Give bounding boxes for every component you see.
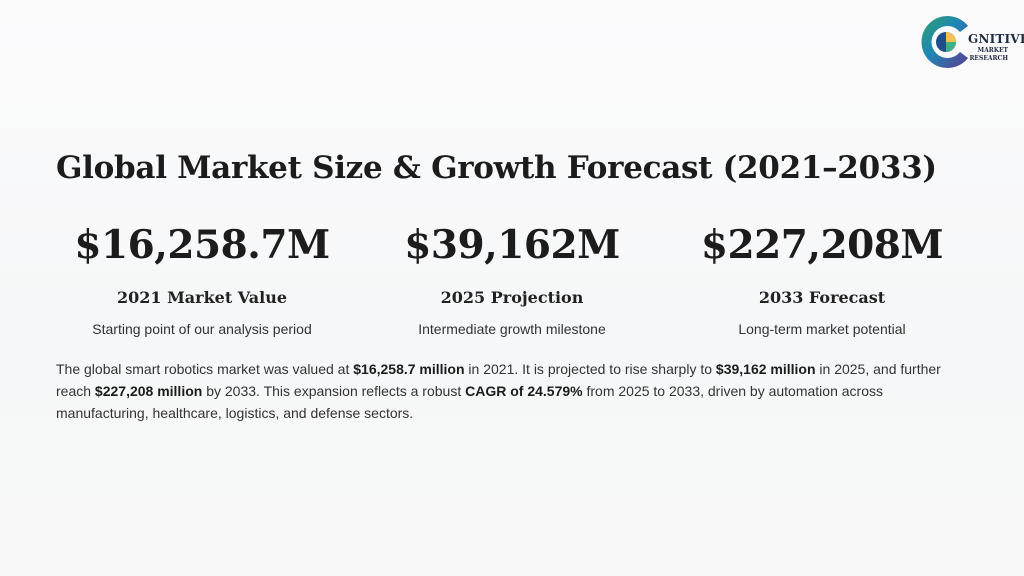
stat-description: Starting point of our analysis period: [92, 321, 312, 337]
summary-text: in 2021. It is projected to rise sharply…: [464, 361, 716, 377]
stat-label: 2033 Forecast: [758, 288, 886, 307]
stat-label: 2021 Market Value: [116, 288, 288, 307]
logo-subline-market: MARKET: [977, 47, 1008, 54]
summary-highlight: $16,258.7 million: [353, 361, 465, 377]
logo-wordmark: GNITIVE: [968, 32, 1024, 46]
page-title: Global Market Size & Growth Forecast (20…: [56, 150, 937, 186]
stats-row: $16,258.7M 2021 Market Value Starting po…: [0, 222, 1024, 352]
summary-text: by 2033. This expansion reflects a robus…: [202, 383, 466, 399]
summary-highlight: $39,162 million: [715, 361, 816, 377]
logo-c-mark-icon: [921, 16, 968, 68]
summary-highlight: $227,208 million: [94, 383, 203, 399]
summary-text: from 2025 to 2033, driven by automation …: [56, 383, 883, 421]
stat-label: 2025 Projection: [440, 288, 584, 307]
stat-description: Long-term market potential: [738, 321, 906, 337]
summary-text: The global smart robotics market was val…: [56, 361, 354, 377]
summary-text: in 2025, and further reach: [56, 361, 941, 399]
stat-description: Intermediate growth milestone: [418, 321, 606, 337]
stat-2033: $227,208M 2033 Forecast Long-term market…: [662, 222, 982, 338]
stat-value: $227,208M: [700, 222, 944, 268]
summary-highlight: CAGR of 24.579%: [465, 383, 583, 399]
stat-2025: $39,162M 2025 Projection Intermediate gr…: [352, 222, 672, 338]
cognitive-market-research-logo: GNITIVE MARKET RESEARCH: [918, 12, 1024, 72]
stat-2021: $16,258.7M 2021 Market Value Starting po…: [42, 222, 362, 338]
stat-value: $16,258.7M: [74, 222, 330, 268]
stat-value: $39,162M: [404, 222, 620, 268]
summary-paragraph: The global smart robotics market was val…: [56, 358, 956, 424]
logo-subline-research: RESEARCH: [969, 55, 1008, 62]
